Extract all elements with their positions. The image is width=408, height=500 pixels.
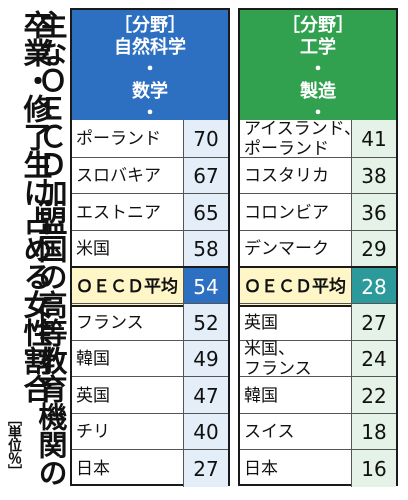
table-row: 日本 16: [240, 449, 396, 487]
table-row: 英国 47: [72, 376, 228, 414]
country-label: チリ: [76, 422, 110, 442]
header-line: 建築: [300, 125, 336, 146]
title-line-2: 卒業・修了生に占める女性割合: [19, 10, 53, 402]
country-label: ポーランド: [76, 128, 161, 149]
engineering-rows: アイスランド、 ポーランド 41 コスタリカ 38 コロンビア 36 デンマーク 29 ＯＥＣＤ平…: [240, 118, 396, 487]
country-label: 米国、 フランス: [244, 339, 352, 379]
country-label: アイスランド、 ポーランド: [244, 118, 361, 159]
header-line: ［分野］: [282, 15, 354, 36]
header-line: 数学: [132, 81, 168, 102]
country-label-line: ポーランド: [244, 138, 329, 159]
engineering-field-header: ［分野］ 工学 ・ 製造 ・ 建築: [240, 10, 396, 146]
header-line: 工学: [300, 37, 336, 58]
oecd-average-row: ＯＥＣＤ平均 54: [72, 266, 228, 307]
table-row: ポーランド 70: [72, 120, 228, 157]
header-line: 製造: [300, 81, 336, 102]
country-label: コスタリカ: [244, 166, 329, 186]
country-label: ＯＥＣＤ平均: [244, 276, 346, 297]
table-row: デンマーク 29: [240, 230, 396, 267]
percent-value: 16: [351, 450, 396, 487]
science-field-header: ［分野］ 自然科学 ・ 数学 ・ 統計学: [72, 10, 228, 146]
country-label-line: アイスランド、: [244, 118, 361, 139]
chart-title: 主なＯＥＣＤ加盟国の高等教育機関の 卒業・修了生に占める女性割合: [19, 10, 68, 486]
country-label: 英国: [76, 385, 110, 406]
engineering-manufacturing-construction-table: ［分野］ 工学 ・ 製造 ・ 建築 アイスランド、 ポーランド 41 コスタリカ 38 コ…: [238, 8, 398, 487]
table-row: スロバキア 67: [72, 157, 228, 194]
country-label: コロンビア: [244, 202, 329, 223]
percent-value: 52: [183, 304, 228, 341]
percent-value: 29: [351, 231, 396, 267]
table-row: コロンビア 36: [240, 193, 396, 231]
oecd-average-row: ＯＥＣＤ平均 28: [240, 266, 396, 307]
table-row: アイスランド、 ポーランド 41: [240, 118, 396, 159]
country-label: フランス: [76, 312, 144, 333]
header-line: ・: [141, 103, 159, 124]
percent-value: 27: [351, 304, 396, 341]
country-label: 韓国: [244, 385, 278, 406]
header-line: ［分野］: [114, 15, 186, 36]
table-row: 米国、 フランス 24: [240, 339, 396, 379]
table-row: 韓国 22: [240, 376, 396, 414]
country-label: スロバキア: [76, 166, 161, 186]
percent-value: 38: [351, 158, 396, 194]
table-row: フランス 52: [72, 303, 228, 341]
header-line: 自然科学: [114, 37, 186, 58]
percent-value: 27: [183, 450, 228, 487]
header-line: ・: [141, 59, 159, 80]
percent-value: 36: [351, 194, 396, 231]
country-label: スイス: [244, 422, 295, 442]
table-row: エストニア 65: [72, 193, 228, 231]
science-math-statistics-table: ［分野］ 自然科学 ・ 数学 ・ 統計学 ポーランド 70 スロバキア 67 エストニア…: [70, 8, 230, 487]
header-line: ・: [309, 103, 327, 124]
percent-value: 58: [183, 231, 228, 267]
table-row: 英国 27: [240, 303, 396, 341]
percent-value: 28: [351, 268, 396, 305]
percent-value: 24: [351, 341, 396, 377]
percent-value: 22: [351, 377, 396, 414]
percent-value: 47: [183, 377, 228, 414]
country-label: 韓国: [76, 349, 110, 369]
percent-value: 49: [183, 341, 228, 377]
country-label-line: 米国、: [244, 339, 295, 359]
percent-value: 40: [183, 414, 228, 450]
table-row: チリ 40: [72, 413, 228, 450]
table-row: コスタリカ 38: [240, 157, 396, 194]
percent-value: 67: [183, 158, 228, 194]
table-row: 韓国 49: [72, 340, 228, 377]
country-label: ＯＥＣＤ平均: [76, 276, 178, 297]
country-label: デンマーク: [244, 239, 329, 259]
country-label-line: フランス: [244, 359, 312, 379]
unit-label: ［単位％］: [6, 412, 22, 477]
percent-value: 65: [183, 194, 228, 231]
table-row: 米国 58: [72, 230, 228, 267]
percent-value: 70: [183, 120, 228, 157]
country-label: 日本: [244, 458, 278, 479]
table-row: スイス 18: [240, 413, 396, 450]
country-label: エストニア: [76, 202, 161, 223]
percent-value: 18: [351, 414, 396, 450]
country-label: 日本: [76, 458, 110, 479]
table-row: 日本 27: [72, 449, 228, 487]
science-rows: ポーランド 70 スロバキア 67 エストニア 65 米国 58 ＯＥＣＤ平均 54 フランス 52 韓…: [72, 120, 228, 487]
header-line: 統計学: [123, 125, 177, 146]
country-label: 英国: [244, 312, 278, 333]
country-label: 米国: [76, 239, 110, 259]
header-line: ・: [309, 59, 327, 80]
percent-value: 41: [351, 120, 396, 157]
title-line-1: 主なＯＥＣＤ加盟国の高等教育機関の: [34, 10, 68, 486]
percent-value: 54: [183, 268, 228, 305]
